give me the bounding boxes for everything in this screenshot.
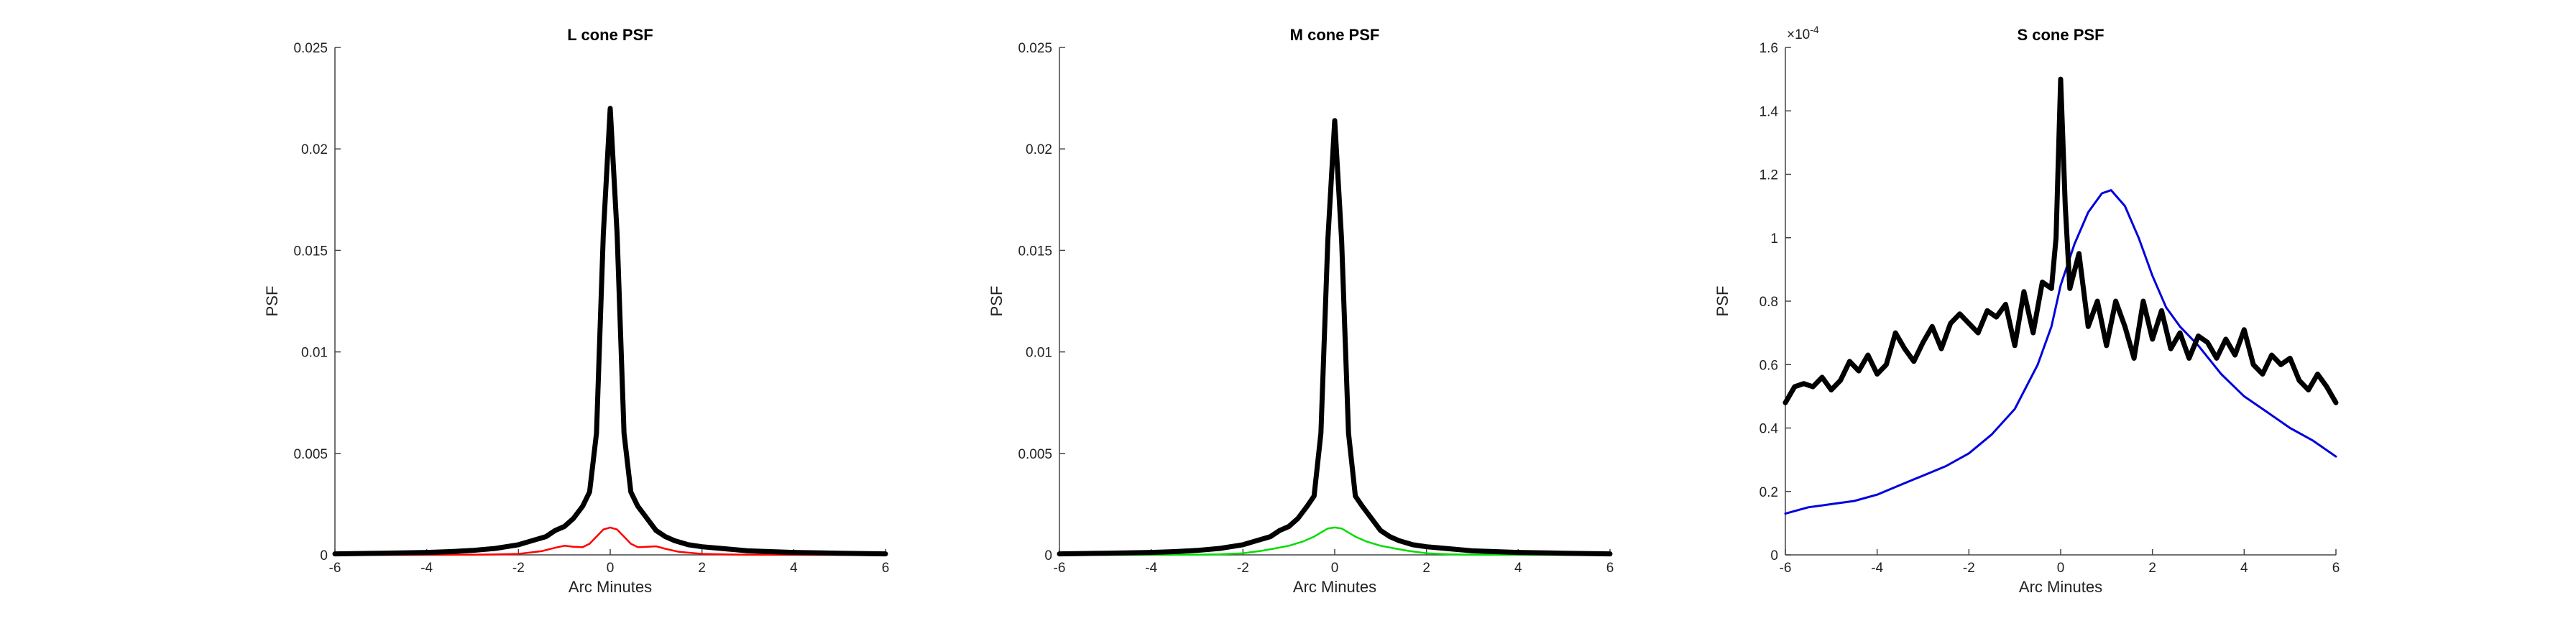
x-tick-label: 4 <box>1514 561 1522 576</box>
x-tick-label: 0 <box>1331 561 1339 576</box>
y-tick-label: 0.025 <box>1018 41 1052 56</box>
x-tick-label: 2 <box>1422 561 1430 576</box>
chart-panel-3: -6 -4 -2 0 2 4 6 0 0.2 0.4 0.6 0.8 1 1.2 1.4 1.6 ×10-4 S … <box>1714 24 2340 596</box>
x-tick-label: 4 <box>790 561 798 576</box>
y-tick-label: 0.02 <box>1026 142 1052 157</box>
x-tick-label: -2 <box>1963 561 1975 576</box>
y-tick-label: 0.01 <box>1026 346 1052 361</box>
y-tick-label: 0 <box>1770 548 1778 564</box>
chart-title: S cone PSF <box>2017 26 2104 44</box>
chart-title: L cone PSF <box>567 26 653 44</box>
y-tick-label: 1.4 <box>1760 104 1779 119</box>
series-line-1 <box>334 526 887 556</box>
y-exponent-label: ×10-4 <box>1787 24 1819 42</box>
x-axis-label: Arc Minutes <box>2019 578 2102 596</box>
x-tick-label: -4 <box>1145 561 1157 576</box>
y-tick-label: 0.8 <box>1760 295 1778 310</box>
y-axis-label: PSF <box>263 286 281 317</box>
x-tick-label: -6 <box>1054 561 1066 576</box>
y-tick-label: 0.01 <box>301 346 328 361</box>
y-tick-label: 0 <box>1044 548 1052 564</box>
x-tick-label: 4 <box>2240 561 2248 576</box>
chart-title: M cone PSF <box>1290 26 1380 44</box>
y-tick-label: 0.025 <box>293 41 328 56</box>
x-tick-label: 6 <box>882 561 890 576</box>
y-axis-label: PSF <box>1714 286 1731 317</box>
y-tick-label: 0.015 <box>293 244 328 259</box>
y-tick-label: 0.6 <box>1760 358 1778 373</box>
series-line-2 <box>332 106 888 557</box>
chart-panel-2: -6 -4 -2 0 2 4 6 0 0.005 0.01 0.015 0.02 0.025 M cone… <box>988 26 1614 596</box>
x-axis-label: Arc Minutes <box>1293 578 1376 596</box>
x-tick-label: 2 <box>2148 561 2156 576</box>
y-axis-label: PSF <box>988 286 1006 317</box>
series-line-1 <box>1058 526 1611 556</box>
x-tick-label: -4 <box>1871 561 1883 576</box>
series-line-2 <box>1057 118 1613 557</box>
y-tick-label: 0.2 <box>1760 485 1778 500</box>
series-line-1 <box>1784 189 2337 515</box>
series-line-2 <box>1782 76 2339 405</box>
y-tick-label: 1.2 <box>1760 168 1778 183</box>
y-tick-label: 0.005 <box>293 447 328 462</box>
x-tick-label: 0 <box>607 561 615 576</box>
x-tick-label: 2 <box>698 561 706 576</box>
x-tick-label: -4 <box>420 561 433 576</box>
x-tick-label: 0 <box>2057 561 2065 576</box>
y-tick-label: 0 <box>320 548 328 564</box>
y-tick-label: 1 <box>1770 231 1778 247</box>
y-tick-label: 0.02 <box>301 142 328 157</box>
y-tick-label: 0.4 <box>1760 422 1779 437</box>
x-tick-label: -2 <box>512 561 525 576</box>
x-tick-label: -6 <box>1780 561 1792 576</box>
y-tick-label: 1.6 <box>1760 41 1778 56</box>
x-tick-label: 6 <box>2332 561 2340 576</box>
x-tick-label: -2 <box>1237 561 1249 576</box>
x-tick-label: -6 <box>329 561 341 576</box>
x-tick-label: 6 <box>1606 561 1614 576</box>
x-axis-label: Arc Minutes <box>569 578 652 596</box>
y-tick-label: 0.005 <box>1018 447 1052 462</box>
y-tick-label: 0.015 <box>1018 244 1052 259</box>
chart-panel-1: -6 -4 -2 0 2 4 6 0 0.005 0.01 0.015 0.02 0.025 L cone… <box>263 26 889 596</box>
